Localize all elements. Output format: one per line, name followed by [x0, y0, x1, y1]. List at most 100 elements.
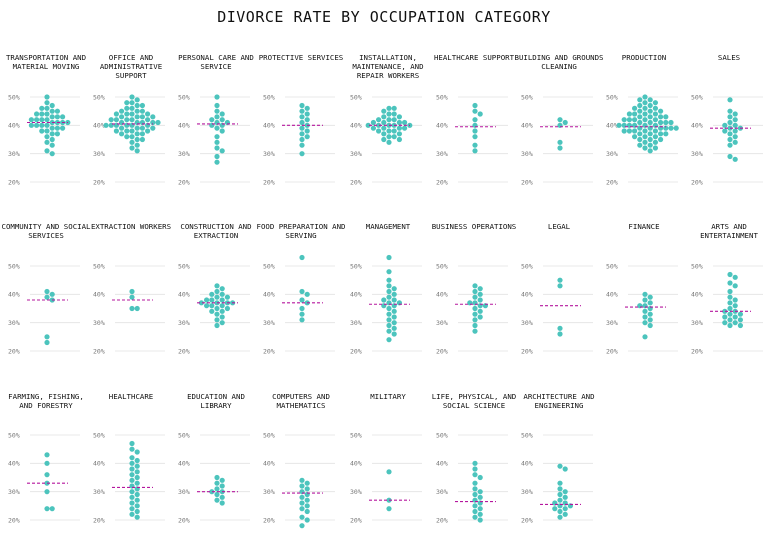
data-point [477, 494, 483, 500]
data-point [299, 297, 305, 303]
data-point [129, 466, 135, 472]
panel-title: COMMUNITY AND SOCIAL SERVICES [1, 222, 91, 240]
data-point [299, 119, 305, 126]
data-point [28, 122, 34, 128]
data-point [652, 100, 659, 106]
panel: 50% 40% 30% 20% [350, 254, 422, 355]
data-point [139, 108, 145, 114]
panel: 50% 40% 30% 20% [178, 262, 250, 355]
y-tick-label: 50% [93, 93, 105, 101]
data-point [304, 111, 310, 117]
data-point [626, 111, 633, 117]
y-tick-label: 30% [93, 488, 105, 496]
y-tick-label: 20% [93, 347, 105, 355]
data-point [219, 148, 225, 154]
data-point [732, 303, 738, 309]
data-point [134, 102, 140, 109]
y-tick-label: 50% [606, 93, 618, 101]
data-point [386, 128, 392, 134]
data-point [472, 283, 478, 289]
data-point [113, 117, 119, 123]
y-tick-label: 40% [521, 460, 533, 468]
data-point [129, 472, 135, 478]
y-tick-label: 30% [350, 319, 362, 327]
data-point [219, 128, 225, 134]
y-tick-label: 50% [350, 93, 362, 101]
data-point [129, 455, 135, 461]
data-point [396, 136, 402, 143]
data-point [134, 480, 140, 486]
data-point [299, 317, 305, 323]
data-point [129, 500, 135, 506]
data-point [472, 148, 478, 154]
y-tick-label: 20% [8, 178, 20, 186]
data-point [129, 294, 135, 300]
data-point [129, 139, 135, 145]
y-tick-label: 50% [691, 262, 703, 270]
panel-title: PROTECTIVE SERVICES [258, 53, 344, 62]
data-point [727, 280, 733, 286]
y-tick-label: 50% [93, 431, 105, 439]
panel: 50% 40% 30% 20% [8, 431, 80, 524]
data-point [391, 105, 397, 111]
panel: 50% 40% 30% 20% [606, 93, 679, 186]
data-point [299, 151, 305, 157]
y-tick-label: 30% [521, 488, 533, 496]
data-point [44, 460, 50, 466]
y-tick-label: 20% [178, 178, 190, 186]
data-point [139, 102, 145, 109]
data-point [727, 142, 733, 148]
data-point [214, 288, 220, 295]
data-point [637, 136, 643, 143]
data-point [299, 506, 305, 512]
data-point [391, 128, 397, 134]
data-point [727, 97, 733, 103]
data-point [642, 297, 648, 303]
data-point [150, 125, 156, 131]
y-tick-label: 40% [93, 291, 105, 299]
data-point [44, 452, 50, 458]
data-point [134, 463, 140, 469]
data-point [134, 503, 140, 509]
data-point [299, 311, 305, 317]
y-tick-label: 40% [8, 291, 20, 299]
data-point [632, 134, 638, 140]
data-point [44, 139, 50, 145]
data-point [616, 122, 622, 128]
y-tick-label: 40% [93, 122, 105, 130]
data-point [732, 297, 738, 303]
data-point [129, 134, 135, 140]
data-point [391, 286, 397, 292]
data-point [632, 117, 638, 123]
data-point [49, 151, 55, 157]
y-tick-label: 30% [93, 319, 105, 327]
data-point [134, 108, 140, 114]
data-point [396, 131, 402, 137]
data-point [214, 102, 220, 109]
data-point [727, 288, 733, 295]
data-point [472, 102, 478, 109]
data-point [642, 308, 648, 314]
data-point [219, 297, 225, 303]
data-point [119, 114, 125, 120]
data-point [647, 300, 653, 306]
data-point [124, 105, 130, 111]
data-point [129, 446, 135, 452]
data-point [621, 117, 627, 123]
y-tick-label: 50% [263, 431, 275, 439]
data-point [637, 131, 643, 137]
data-point [214, 283, 220, 289]
panel-title: CONSTRUCTION AND EXTRACTION [180, 222, 252, 240]
y-tick-label: 50% [691, 93, 703, 101]
data-point [44, 334, 50, 340]
data-point [214, 474, 220, 481]
y-tick-label: 50% [263, 93, 275, 101]
data-point [386, 117, 392, 123]
panel: 50% 40% 30% 20% [178, 93, 250, 186]
data-point [737, 311, 744, 317]
y-tick-label: 30% [606, 150, 618, 158]
data-point [642, 100, 648, 106]
data-point [472, 322, 478, 329]
data-point [54, 114, 61, 120]
data-point [652, 134, 659, 140]
